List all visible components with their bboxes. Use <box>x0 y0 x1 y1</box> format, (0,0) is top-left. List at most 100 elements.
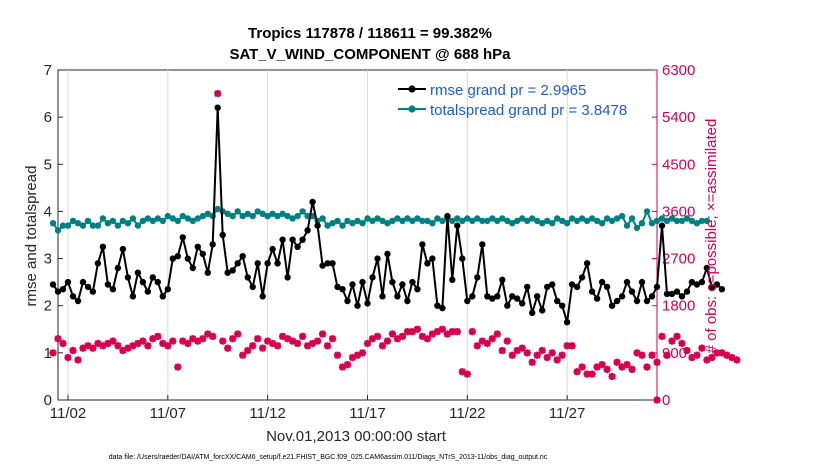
y-left-tick-label: 4 <box>44 203 52 220</box>
obs-assimilated-marker <box>553 356 561 364</box>
y-right-tick-label: 5400 <box>662 109 695 126</box>
totalspread-point <box>269 210 276 217</box>
obs-assimilated-marker <box>548 349 556 357</box>
rmse-point <box>568 281 576 288</box>
totalspread-point <box>459 217 466 225</box>
totalspread-point <box>409 217 416 225</box>
obs-assimilated-marker <box>573 368 581 376</box>
rmse-point <box>673 288 681 295</box>
totalspread-point <box>529 215 536 222</box>
rmse-point <box>494 293 501 300</box>
rmse-point <box>134 269 142 276</box>
totalspread-point <box>703 217 711 225</box>
totalspread-point <box>613 215 621 222</box>
obs-assimilated-marker <box>423 335 431 343</box>
rmse-point <box>354 302 361 309</box>
rmse-point <box>708 283 716 291</box>
obs-assimilated-marker <box>308 339 317 348</box>
obs-assimilated-marker <box>69 346 77 355</box>
obs-assimilated-marker <box>323 342 332 350</box>
plot-area <box>57 69 658 401</box>
rmse-series <box>49 104 726 326</box>
rmse-point <box>419 241 426 248</box>
rmse-point <box>269 245 276 253</box>
totalspread-point <box>414 215 421 222</box>
totalspread-point <box>394 215 401 222</box>
obs-assimilated-marker <box>74 356 82 364</box>
obs-assimilated-marker <box>398 332 407 340</box>
rmse-point <box>678 293 686 300</box>
rmse-point <box>144 288 151 295</box>
rmse-point <box>424 260 431 267</box>
rmse-point <box>159 293 166 300</box>
totalspread-point <box>359 220 366 227</box>
obs-assimilated-marker <box>523 349 531 357</box>
totalspread-point <box>239 212 246 220</box>
rmse-point <box>179 234 186 241</box>
rmse-point <box>124 274 132 281</box>
totalspread-point <box>274 212 281 220</box>
totalspread-point <box>194 215 201 222</box>
rmse-point <box>404 297 411 305</box>
rmse-point <box>284 274 291 281</box>
rmse-point <box>459 255 466 262</box>
totalspread-point <box>74 220 82 227</box>
rmse-point <box>578 274 586 281</box>
rmse-point <box>444 212 451 220</box>
rmse-point <box>289 236 296 243</box>
obs-assimilated-marker <box>184 339 192 348</box>
totalspread-point <box>668 215 676 222</box>
rmse-point <box>219 231 226 239</box>
totalspread-point <box>84 217 92 225</box>
y-left-tick-label: 7 <box>44 62 52 79</box>
totalspread-point <box>499 215 506 222</box>
y-left-tick-label: 3 <box>44 251 52 268</box>
totalspread-point <box>643 208 651 215</box>
totalspread-point <box>479 217 486 225</box>
obs-assimilated-marker <box>463 370 471 378</box>
totalspread-point <box>334 217 341 225</box>
obs-assimilated-marker <box>673 332 681 340</box>
obs-assimilated-marker <box>683 346 691 355</box>
totalspread-point <box>573 217 581 225</box>
totalspread-point <box>204 210 211 217</box>
obs-assimilated-marker <box>623 361 631 369</box>
rmse-point <box>189 264 196 272</box>
rmse-point <box>379 293 386 300</box>
rmse-point <box>304 227 311 234</box>
totalspread-point <box>484 217 491 225</box>
totalspread-point <box>69 217 77 225</box>
obs-assimilated-marker <box>59 339 67 348</box>
obs-assimilated-marker <box>383 337 392 345</box>
rmse-point <box>194 243 201 250</box>
totalspread-point <box>154 215 161 222</box>
rmse-point <box>329 260 336 267</box>
obs-assimilated-marker <box>274 342 282 350</box>
rmse-point <box>648 293 656 300</box>
totalspread-point <box>449 217 456 225</box>
totalspread-point <box>54 227 62 234</box>
totalspread-point <box>678 217 686 225</box>
totalspread-point <box>294 212 301 220</box>
obs-assimilated-marker <box>648 351 656 359</box>
obs-assimilated-marker <box>628 365 636 373</box>
rmse-point <box>294 243 301 250</box>
obs-assimilated-marker <box>568 342 576 350</box>
rmse-point <box>474 274 481 281</box>
obs-assimilated-marker <box>608 372 616 381</box>
totalspread-point <box>234 208 241 215</box>
obs-assimilated-marker <box>428 330 436 338</box>
totalspread-point <box>124 220 132 227</box>
rmse-point <box>449 276 456 283</box>
obs-assimilated-marker <box>378 342 387 350</box>
rmse-point <box>84 283 92 291</box>
rmse-point <box>698 278 706 286</box>
rmse-point <box>309 198 316 206</box>
totalspread-point <box>174 217 181 225</box>
totalspread-point <box>628 215 636 222</box>
obs-assimilated-marker <box>653 358 661 366</box>
rmse-point <box>414 286 421 293</box>
rmse-point <box>603 283 611 291</box>
rmse-point <box>204 269 211 276</box>
totalspread-point <box>454 215 461 222</box>
